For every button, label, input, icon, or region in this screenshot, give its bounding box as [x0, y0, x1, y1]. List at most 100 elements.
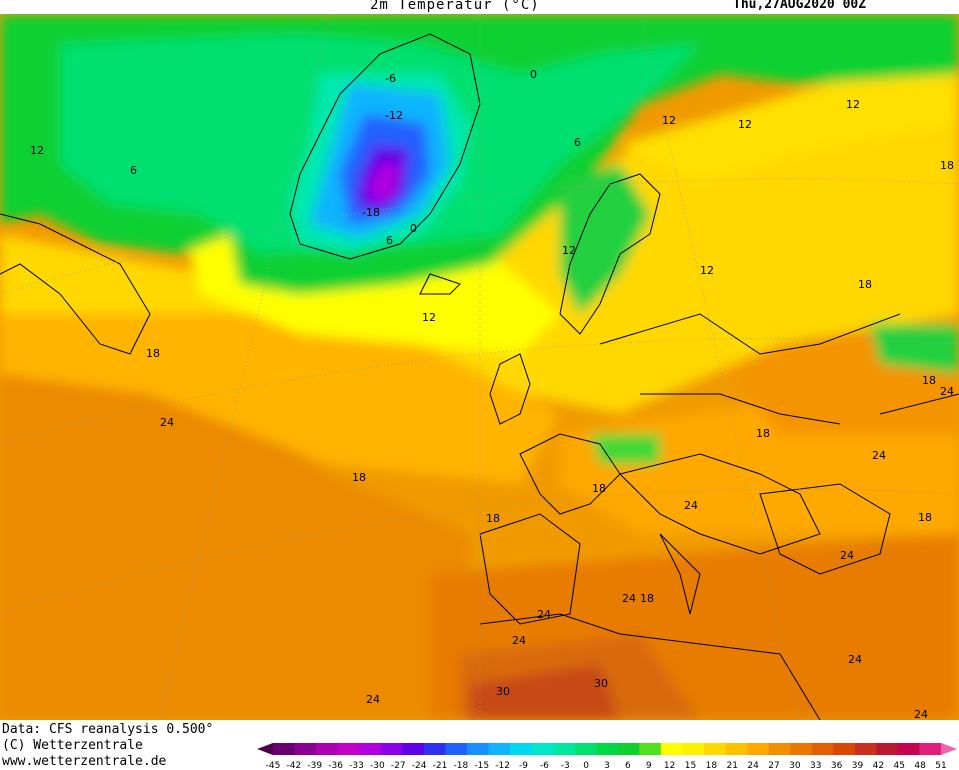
contour-label: 18 [940, 159, 954, 172]
contour-label: -18 [362, 206, 380, 219]
colorbar-swatch [725, 743, 748, 755]
colorbar-swatch [854, 743, 877, 755]
contour-labels: 12 6 -6 -12 -18 0 6 0 6 12 12 18 12 12 1… [30, 68, 954, 720]
colorbar-swatch [747, 743, 770, 755]
colorbar-tick-label: 0 [583, 761, 589, 770]
colorbar-tick-label: 21 [727, 761, 738, 770]
colorbar-tick-label: 18 [706, 761, 718, 770]
colorbar-tick-label: 39 [852, 761, 864, 770]
colorbar-swatch [316, 743, 339, 755]
colorbar-tick-label: -18 [454, 761, 469, 770]
colorbar-swatch [639, 743, 662, 755]
contour-label: 24 [848, 653, 862, 666]
contour-label: 24 [512, 634, 526, 647]
chart-title: 2m Temperatur (°C) [370, 0, 540, 13]
contour-label: 18 [918, 511, 932, 524]
contour-label: 6 [130, 164, 137, 177]
colorbar-swatch [790, 743, 813, 755]
contour-label: -12 [385, 109, 403, 122]
colorbar-tick-label: 33 [810, 761, 821, 770]
contour-label: 30 [594, 677, 608, 690]
colorbar-swatch [703, 743, 727, 755]
contour-label: 18 [858, 278, 872, 291]
contour-label: 18 [592, 482, 606, 495]
colorbar-swatch [531, 743, 554, 755]
colorbar-swatch [682, 743, 705, 755]
colorbar-swatch [273, 743, 296, 755]
colorbar-swatch [876, 743, 899, 755]
colorbar-swatch [553, 743, 576, 755]
colorbar-swatch [574, 743, 597, 755]
contour-label: 18 [640, 592, 654, 605]
copyright-text: (C) Wetterzentrale [2, 738, 143, 753]
color-scale-swatches [257, 743, 957, 755]
colorbar-swatch [596, 743, 619, 755]
colorbar-tick-label: 12 [664, 761, 675, 770]
colorbar-arrow-max [941, 743, 957, 755]
colorbar-tick-label: 3 [604, 761, 610, 770]
colorbar-tick-label: -21 [433, 761, 448, 770]
contour-label: 6 [386, 234, 393, 247]
contour-label: 18 [922, 374, 936, 387]
colorbar-swatch [294, 743, 317, 755]
colorbar-arrow-min [257, 743, 273, 755]
contour-label: 24 [940, 385, 954, 398]
contour-label: 24 [684, 499, 698, 512]
temperature-field [0, 14, 959, 720]
color-scale-ticks: -45 -42 -39 -36 -33 -3 0 -27 -24 -21 -18 -15 -12 -9 -6… [266, 761, 947, 770]
colorbar-tick-label: -24 [412, 761, 427, 770]
colorbar-swatch [510, 743, 533, 755]
colorbar-tick-label: 45 [894, 761, 905, 770]
contour-label: 24 [914, 708, 928, 720]
colorbar-swatch [337, 743, 360, 755]
colorbar-tick-label: 6 [625, 761, 631, 770]
colorbar-swatch [402, 743, 425, 755]
colorbar-tick-label: 36 [831, 761, 843, 770]
contour-label: 12 [738, 118, 752, 131]
graticule [0, 14, 959, 720]
colorbar-tick-label: -15 [474, 761, 489, 770]
contour-label: 24 [840, 549, 854, 562]
colorbar-tick-label: -9 [519, 761, 528, 770]
colorbar-swatch [660, 743, 683, 755]
colorbar-tick-label: -42 [287, 761, 302, 770]
valid-date: Thu,27AUG2020 00Z [733, 0, 867, 12]
contour-label: 0 [530, 68, 537, 81]
contour-label: 6 [574, 136, 581, 149]
colorbar-swatch [897, 743, 920, 755]
website-link[interactable]: www.wetterzentrale.de [2, 754, 167, 769]
contour-label: 12 [700, 264, 714, 277]
colorbar-tick-label: 48 [914, 761, 926, 770]
contour-label: -6 [385, 72, 396, 85]
color-scale-legend: -45 -42 -39 -36 -33 -3 0 -27 -24 -21 -18 -15 -12 -9 -6… [257, 743, 957, 770]
contour-label: 24 [537, 608, 551, 621]
contour-label: 12 [662, 114, 676, 127]
colorbar-swatch [359, 743, 382, 755]
colorbar-tick-label: -3 [561, 761, 570, 770]
colorbar-tick-label: -39 [307, 761, 322, 770]
data-source-text: Data: CFS reanalysis 0.500° [2, 722, 214, 737]
colorbar-swatch [833, 743, 856, 755]
colorbar-swatch [768, 743, 791, 755]
contour-label: 24 [366, 693, 380, 706]
contour-label: 12 [422, 311, 436, 324]
colorbar-swatch [617, 743, 640, 755]
colorbar-tick-label: -12 [495, 761, 510, 770]
colorbar-swatch [445, 743, 468, 755]
colorbar-tick-label: 15 [685, 761, 696, 770]
colorbar-tick-label: -6 [540, 761, 549, 770]
colorbar-tick-label: -33 [349, 761, 364, 770]
contour-label: 18 [756, 427, 770, 440]
colorbar-swatch [488, 743, 511, 755]
colorbar-tick-label: -36 [328, 761, 343, 770]
colorbar-tick-label: -27 [391, 761, 406, 770]
colorbar-swatch [380, 743, 403, 755]
colorbar-swatch [423, 743, 446, 755]
colorbar-tick-label: 30 [789, 761, 801, 770]
colorbar-tick-label: 27 [768, 761, 779, 770]
colorbar-swatch [466, 743, 489, 755]
temperature-map: 12 6 -6 -12 -18 0 6 0 6 12 12 18 12 12 1… [0, 14, 959, 720]
colorbar-tick-label: -45 [266, 761, 281, 770]
colorbar-tick-label: 42 [873, 761, 884, 770]
footer-credits: Data: CFS reanalysis 0.500° (C) Wetterze… [2, 722, 213, 770]
